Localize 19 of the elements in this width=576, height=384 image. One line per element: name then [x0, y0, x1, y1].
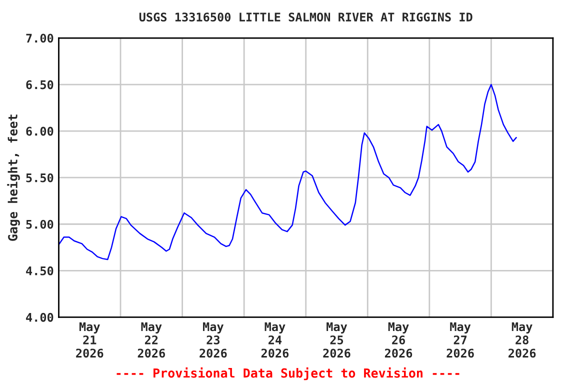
y-tick-label: 5.00	[26, 220, 54, 229]
y-tick-label: 6.50	[26, 80, 54, 90]
x-tick-label: May 22 2026	[138, 322, 165, 358]
x-tick-label: May 23 2026	[200, 322, 227, 358]
y-tick-label: 6.00	[26, 126, 54, 136]
x-tick-label: May 28 2026	[508, 322, 536, 358]
y-tick-label: 4.00	[26, 312, 54, 322]
y-tick-label: 5.50	[26, 173, 54, 182]
text: ---- Provisional Data Subject to Revision ----	[116, 367, 460, 380]
y-tick-label: 4.50	[26, 266, 54, 276]
x-tick-label: May 24 2026	[261, 322, 289, 358]
x-tick-label: May 21 2026	[76, 322, 104, 358]
chart-title: USGS 13316500 LITTLE SALMON RIVER AT RIGGINS ID	[139, 12, 472, 22]
x-tick-label: May 26 2026	[384, 322, 412, 358]
x-tick-label: May 27 2026	[446, 322, 474, 358]
x-tick-label: May 25 2026	[323, 322, 350, 358]
line-series	[58, 84, 517, 260]
y-tick-label: 7.00	[26, 34, 54, 43]
y-axis-title: Gage height, feet	[7, 114, 20, 241]
